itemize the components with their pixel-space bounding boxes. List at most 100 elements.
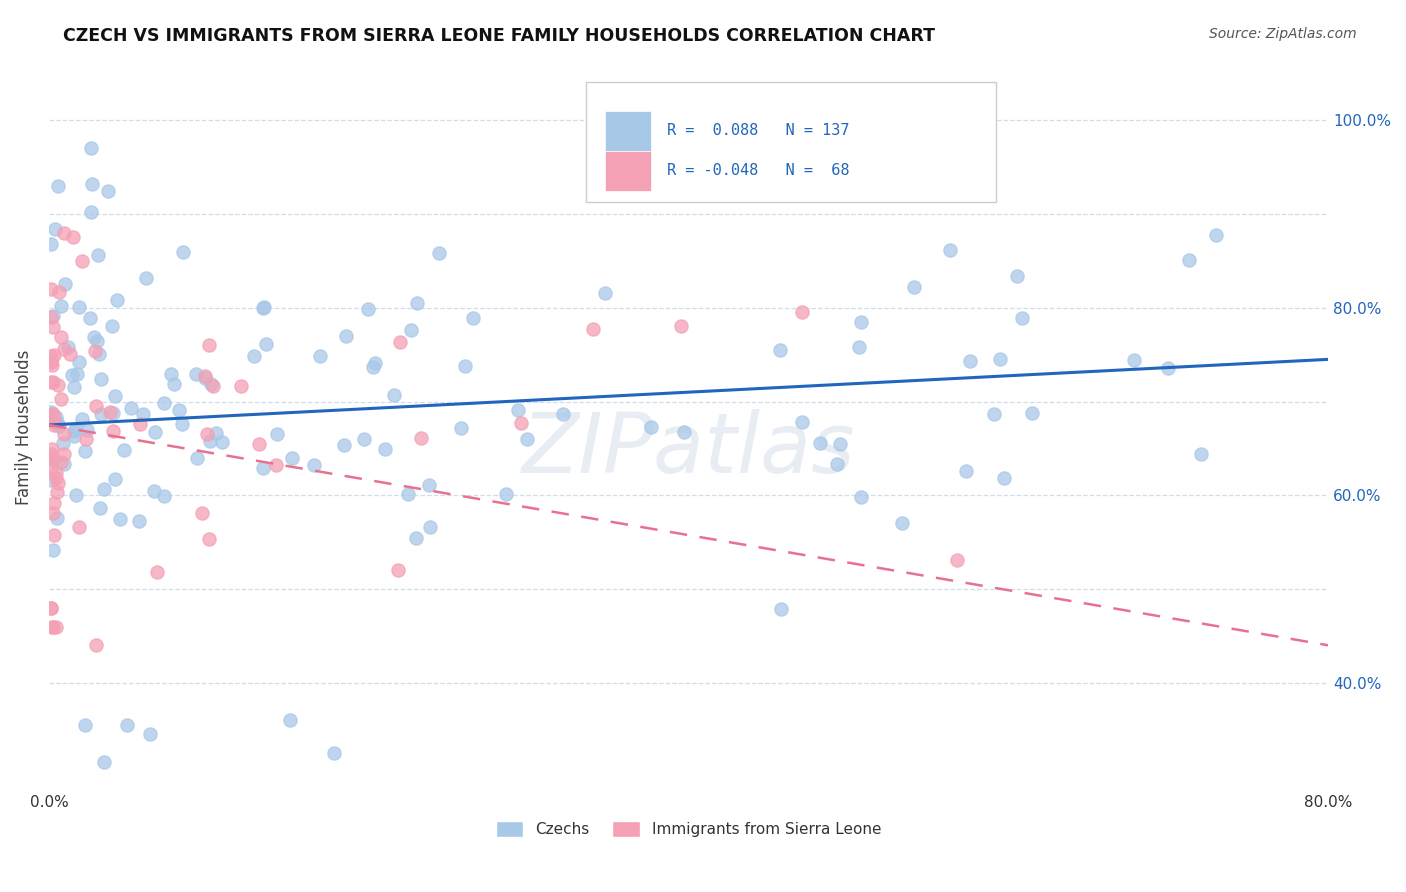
Point	[506, 403, 529, 417]
Point	[792, 415, 814, 429]
Point	[110, 512, 132, 526]
Point	[388, 334, 411, 349]
Point	[39, 600, 62, 615]
Point	[84, 343, 107, 358]
Point	[75, 718, 97, 732]
Point	[53, 342, 76, 356]
Point	[253, 300, 276, 314]
Point	[264, 458, 287, 472]
Point	[52, 447, 75, 461]
Point	[129, 417, 152, 431]
Point	[516, 432, 538, 446]
Point	[52, 426, 75, 441]
Point	[945, 553, 967, 567]
Point	[51, 392, 73, 407]
Point	[396, 487, 419, 501]
Point	[96, 184, 118, 198]
Point	[247, 436, 270, 450]
Point	[669, 319, 692, 334]
Point	[808, 436, 831, 450]
Point	[84, 638, 107, 652]
Point	[825, 457, 848, 471]
Point	[322, 746, 344, 760]
Point	[419, 520, 441, 534]
Point	[194, 369, 217, 384]
Point	[411, 431, 433, 445]
Point	[76, 423, 98, 437]
Point	[364, 356, 387, 370]
Point	[39, 237, 62, 252]
Point	[309, 349, 332, 363]
Point	[44, 496, 66, 510]
Point	[101, 425, 124, 439]
Point	[63, 424, 86, 438]
Point	[104, 389, 127, 403]
Point	[769, 343, 792, 358]
Point	[44, 417, 66, 432]
Point	[98, 405, 121, 419]
Point	[105, 293, 128, 307]
Point	[582, 321, 605, 335]
Point	[67, 354, 90, 368]
Point	[93, 756, 115, 770]
Point	[1157, 360, 1180, 375]
Point	[44, 348, 66, 362]
Point	[45, 410, 67, 425]
Point	[143, 425, 166, 440]
Point	[42, 414, 65, 428]
Point	[42, 527, 65, 541]
Point	[1122, 352, 1144, 367]
Point	[42, 542, 65, 557]
Point	[988, 352, 1011, 367]
Point	[86, 334, 108, 348]
Point	[42, 375, 65, 389]
Point	[100, 318, 122, 333]
Point	[172, 417, 194, 432]
Point	[53, 277, 76, 291]
Point	[849, 490, 872, 504]
Point	[266, 426, 288, 441]
FancyBboxPatch shape	[586, 82, 995, 202]
Point	[41, 442, 63, 457]
Point	[143, 483, 166, 498]
Point	[103, 406, 125, 420]
Text: ZIPatlas: ZIPatlas	[522, 409, 855, 490]
Point	[41, 620, 63, 634]
Text: R = -0.048   N =  68: R = -0.048 N = 68	[666, 163, 849, 178]
Point	[63, 380, 86, 394]
Point	[983, 407, 1005, 421]
Point	[56, 340, 79, 354]
Point	[90, 408, 112, 422]
Point	[790, 305, 813, 319]
Point	[195, 427, 218, 442]
Point	[39, 453, 62, 467]
Point	[1005, 268, 1028, 283]
Point	[163, 377, 186, 392]
Point	[53, 457, 76, 471]
Point	[461, 310, 484, 325]
Point	[90, 372, 112, 386]
Point	[46, 475, 69, 490]
Point	[45, 471, 67, 485]
Point	[80, 177, 103, 191]
Point	[955, 464, 977, 478]
Point	[172, 244, 194, 259]
Point	[153, 395, 176, 409]
Point	[167, 402, 190, 417]
Point	[39, 310, 62, 325]
Point	[48, 285, 70, 299]
Text: R =  0.088   N = 137: R = 0.088 N = 137	[666, 123, 849, 138]
Point	[45, 466, 67, 480]
Point	[190, 507, 212, 521]
Point	[1191, 447, 1213, 461]
Point	[135, 270, 157, 285]
Point	[45, 619, 67, 633]
Point	[128, 515, 150, 529]
FancyBboxPatch shape	[606, 152, 651, 191]
Point	[84, 399, 107, 413]
Point	[62, 429, 84, 443]
Point	[281, 451, 304, 466]
Point	[49, 299, 72, 313]
Point	[48, 377, 70, 392]
Point	[1205, 228, 1227, 243]
